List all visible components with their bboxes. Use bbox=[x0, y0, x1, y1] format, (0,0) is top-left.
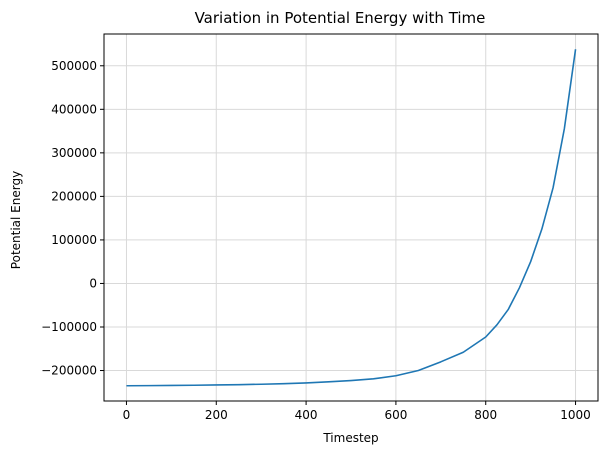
x-tick-label: 1000 bbox=[560, 408, 591, 422]
x-tick-label: 400 bbox=[295, 408, 318, 422]
y-tick-label: 400000 bbox=[51, 102, 97, 116]
grid-lines bbox=[104, 34, 598, 401]
y-tick-label: 300000 bbox=[51, 146, 97, 160]
x-tick-label: 600 bbox=[384, 408, 407, 422]
x-tick-label: 0 bbox=[123, 408, 131, 422]
chart-title: Variation in Potential Energy with Time bbox=[195, 9, 486, 27]
axis-ticks: 0 200 400 600 800 1000 −200000 −100000 0 100000 20… bbox=[41, 59, 591, 422]
y-tick-label: 500000 bbox=[51, 59, 97, 73]
y-tick-label: −200000 bbox=[41, 364, 97, 378]
y-axis-label: Potential Energy bbox=[9, 171, 23, 269]
plot-frame bbox=[103, 33, 599, 402]
y-tick-label: −100000 bbox=[41, 320, 97, 334]
series-line bbox=[126, 49, 577, 387]
y-tick-label: 100000 bbox=[51, 233, 97, 247]
x-axis-label: Timestep bbox=[322, 431, 378, 445]
y-tick-label: 200000 bbox=[51, 189, 97, 203]
x-tick-label: 200 bbox=[205, 408, 228, 422]
plot-area bbox=[126, 49, 577, 387]
y-tick-label: 0 bbox=[89, 276, 97, 290]
x-tick-label: 800 bbox=[474, 408, 497, 422]
